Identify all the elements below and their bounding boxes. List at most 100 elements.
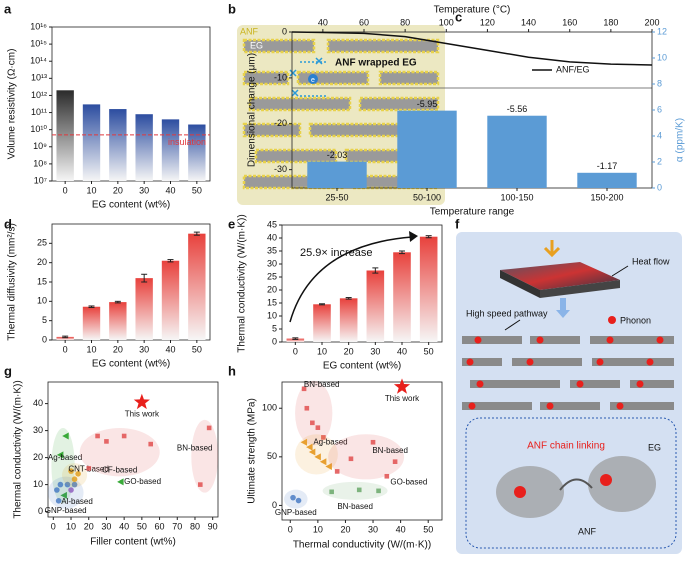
point <box>321 435 326 440</box>
label: EG <box>250 40 263 50</box>
panel-label: e <box>228 216 235 231</box>
x-tick-label: 40 <box>165 344 175 354</box>
error-bar <box>319 303 325 306</box>
axis-title: Filler content (wt%) <box>90 537 176 548</box>
plot-frame <box>51 223 211 341</box>
x-tick-label: 50 <box>192 185 202 195</box>
y-tick-label: 15 <box>267 297 277 307</box>
legend-label: ANF/EG <box>556 64 590 74</box>
bar <box>56 336 74 340</box>
panel-label: d <box>4 216 12 231</box>
point <box>393 378 411 394</box>
x-tick-label: 50 <box>423 524 433 534</box>
axis-title: Temperature range <box>430 207 515 218</box>
point <box>68 468 74 474</box>
bar <box>366 270 385 342</box>
y-tick-label: 6 <box>657 104 662 114</box>
bar <box>188 124 206 181</box>
error-bar <box>167 259 174 263</box>
x-tick-label: 120 <box>480 17 495 27</box>
plot-frame <box>51 26 211 182</box>
point <box>315 425 321 430</box>
point <box>308 448 316 456</box>
axis-title: EG content (wt%) <box>92 200 170 211</box>
y-tick-label: 45 <box>267 219 277 229</box>
error-bar <box>372 267 379 274</box>
bar <box>188 233 206 340</box>
axis-title: Volume resistivity (Ω·cm) <box>7 49 18 160</box>
panel-label: b <box>228 1 236 16</box>
point <box>95 433 100 439</box>
axis-title: α (ppm/K) <box>675 118 686 162</box>
label: ANF <box>240 26 259 36</box>
axis-title: Ultimate strength (MPa) <box>247 398 258 504</box>
bar <box>577 172 637 188</box>
y-tick-label: 10¹⁴ <box>30 56 47 66</box>
x-tick-label: 0 <box>51 521 56 531</box>
x-tick-label: 80 <box>400 17 410 27</box>
y-tick-label: 10¹⁰ <box>30 124 47 134</box>
bar <box>487 115 547 188</box>
bar <box>286 338 305 342</box>
label: ANF <box>578 526 597 536</box>
bar <box>82 104 101 181</box>
y-tick-label: 10⁷ <box>34 175 47 185</box>
y-tick-label: 10¹² <box>31 90 47 100</box>
series-label: GO-based <box>390 477 427 486</box>
x-tick-label: 200 <box>644 17 659 27</box>
label: Heat flow <box>632 256 670 266</box>
error-bar <box>141 273 148 283</box>
point <box>356 487 362 493</box>
y-tick-label: 0 <box>38 506 43 516</box>
x-tick-label: 0 <box>288 524 293 534</box>
bar <box>397 110 457 188</box>
x-tick-label: 0 <box>63 344 68 354</box>
point <box>117 478 124 486</box>
heat-source <box>540 280 620 298</box>
series-label: BN-based <box>177 443 213 452</box>
series-label: BN-based <box>337 502 373 511</box>
label: e <box>311 77 315 84</box>
bar <box>307 161 367 188</box>
y-tick-label: 20 <box>37 257 47 267</box>
eg-lattice <box>588 456 656 512</box>
y-tick-label: -30 <box>274 164 287 174</box>
plot-frame <box>281 224 443 343</box>
point <box>301 386 307 392</box>
error-bar <box>114 300 121 304</box>
eg-rows <box>462 336 674 410</box>
x-tick-label: 20 <box>113 344 123 354</box>
series-label: Ag-based <box>313 438 347 447</box>
x-tick-label: 30 <box>139 185 149 195</box>
x-tick-label: 25-50 <box>325 192 348 202</box>
y-tick-label: 10 <box>37 296 47 306</box>
label: High speed pathway <box>466 308 548 318</box>
blocked-paths <box>289 57 326 97</box>
x-tick-label: 140 <box>521 17 536 27</box>
cluster <box>79 428 160 477</box>
x-tick-label: 100-150 <box>500 192 533 202</box>
x-tick-label: 0 <box>63 185 68 195</box>
error-bar <box>62 335 69 339</box>
x-tick-label: 30 <box>368 524 378 534</box>
x-tick-label: 50 <box>424 346 434 356</box>
point <box>60 491 67 499</box>
arrow <box>611 265 629 277</box>
series-label: This work <box>125 409 160 418</box>
point <box>300 438 308 446</box>
arrow <box>543 240 561 258</box>
phonon <box>514 486 526 498</box>
x-tick-label: 150-200 <box>590 192 623 202</box>
y-tick-label: 0 <box>42 334 47 344</box>
y-tick-label: 10¹¹ <box>31 107 47 117</box>
arrow <box>556 310 570 318</box>
y-tick-label: -20 <box>274 118 287 128</box>
y-tick-label: 20 <box>267 284 277 294</box>
y-tick-label: 4 <box>657 130 662 140</box>
panel-label: f <box>455 216 460 231</box>
annotation-arrow <box>289 236 413 323</box>
x-tick-label: 30 <box>101 521 111 531</box>
y-tick-label: 5 <box>42 315 47 325</box>
y-tick-label: 0 <box>272 500 277 510</box>
